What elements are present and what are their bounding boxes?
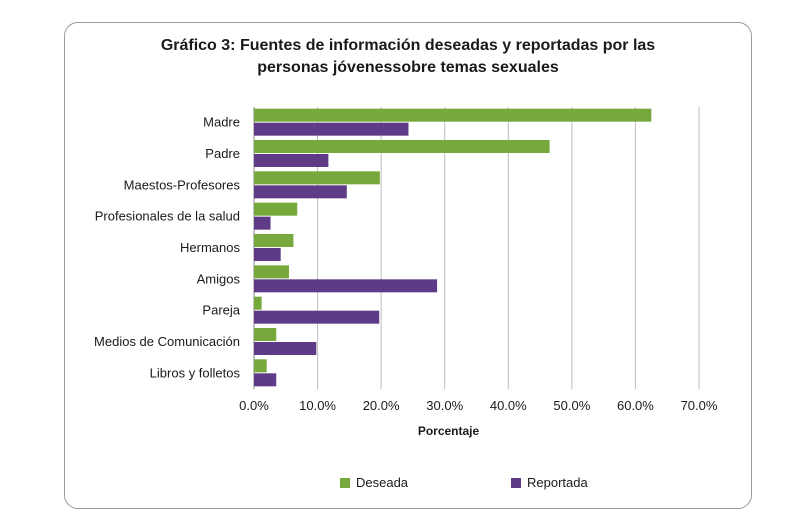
chart-legend: Deseada Reportada [65, 475, 751, 495]
bar-reportada [254, 154, 329, 167]
bar-deseada [254, 265, 289, 279]
bar-deseada [254, 108, 652, 122]
category-label: Profesionales de la salud [95, 209, 240, 224]
category-label: Hermanos [180, 240, 240, 255]
bar-reportada [254, 373, 277, 387]
category-label: Medios de Comunicación [94, 334, 240, 349]
category-label: Libros y folletos [150, 365, 241, 380]
x-tick-label: 20.0% [363, 398, 400, 413]
x-tick-label: 0.0% [239, 398, 269, 413]
bar-reportada [254, 216, 271, 230]
x-tick-label: 40.0% [490, 398, 527, 413]
bar-deseada [254, 328, 277, 341]
bar-reportada [254, 248, 281, 261]
x-tick-label: 50.0% [553, 398, 590, 413]
legend-item-reportada: Reportada [511, 475, 588, 490]
category-label: Madre [203, 115, 240, 130]
category-label: Padre [205, 146, 240, 161]
legend-label: Deseada [356, 475, 409, 490]
bar-reportada [254, 185, 347, 199]
category-label: Pareja [202, 303, 240, 318]
bar-deseada [254, 202, 298, 216]
legend-swatch [511, 477, 521, 488]
legend-label: Reportada [527, 475, 588, 490]
x-tick-label: 60.0% [617, 398, 654, 413]
legend-swatch [340, 477, 350, 488]
chart-title: Gráfico 3: Fuentes de información desead… [65, 35, 751, 79]
x-tick-label: 30.0% [426, 398, 463, 413]
x-axis-title: Porcentaje [418, 424, 480, 438]
bar-reportada [254, 122, 409, 136]
bar-deseada [254, 171, 380, 185]
chart-title-line-2: personas jóvenessobre temas sexuales [257, 59, 559, 76]
bar-reportada [254, 310, 380, 324]
bar-chart-plot: 0.0% 10.0% 20.0% 30.0% 40.0% 50.0% 60.0% 70.0% M… [94, 107, 718, 438]
bar-reportada [254, 279, 438, 293]
chart-title-line-1: Gráfico 3: Fuentes de información desead… [160, 37, 656, 54]
bar-deseada [254, 234, 294, 247]
x-tick-label: 10.0% [299, 398, 336, 413]
bar-reportada [254, 342, 317, 355]
legend-item-deseada: Deseada [340, 475, 408, 490]
category-label: Amigos [197, 271, 241, 286]
bar-deseada [254, 140, 550, 153]
bar-deseada [254, 359, 267, 373]
chart-frame: Gráfico 3: Fuentes de información desead… [64, 22, 752, 509]
x-tick-label: 70.0% [681, 398, 718, 413]
bar-deseada [254, 296, 262, 310]
category-label: Maestos-Profesores [124, 177, 241, 192]
